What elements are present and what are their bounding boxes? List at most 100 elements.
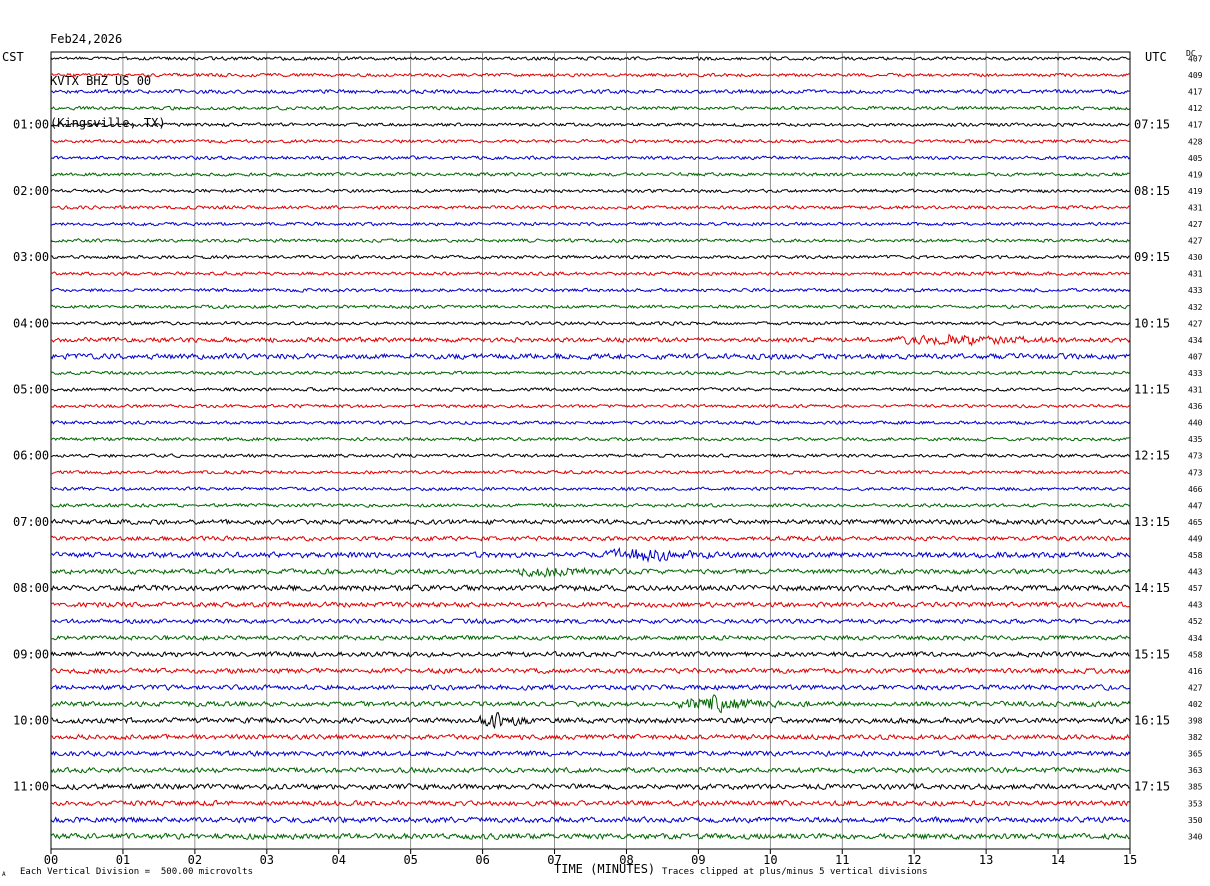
dc-offset-label: 473 xyxy=(1188,468,1203,477)
left-hour-label: 09:00 xyxy=(13,647,49,661)
left-hour-label: 03:00 xyxy=(13,250,49,264)
dc-offset-label: 363 xyxy=(1188,766,1203,775)
trace-line xyxy=(50,221,1131,227)
dc-offset-label: 428 xyxy=(1188,137,1203,146)
corner-mark: A xyxy=(2,871,6,878)
trace-line xyxy=(50,370,1131,376)
dc-offset-label: 398 xyxy=(1188,717,1203,726)
x-tick-label: 11 xyxy=(835,853,849,867)
dc-offset-label: 430 xyxy=(1188,253,1203,262)
x-axis-title: TIME (MINUTES) xyxy=(554,862,656,876)
dc-offset-label: 449 xyxy=(1188,534,1203,543)
trace-line xyxy=(50,634,1131,641)
trace-line xyxy=(50,750,1131,758)
dc-offset-label: 385 xyxy=(1188,783,1203,792)
trace-line xyxy=(50,420,1131,426)
x-tick-label: 08 xyxy=(619,853,633,867)
dc-offset-label: 407 xyxy=(1188,352,1203,361)
trace-line xyxy=(50,304,1131,310)
dc-offset-label: 447 xyxy=(1188,501,1203,510)
dc-offset-label: 427 xyxy=(1188,237,1203,246)
trace-line xyxy=(50,683,1131,691)
dc-offset-label: 431 xyxy=(1188,386,1203,395)
dc-offset-label: 427 xyxy=(1188,683,1203,692)
right-hour-label: 17:15 xyxy=(1134,780,1170,794)
trace-line xyxy=(50,105,1131,111)
x-tick-label: 00 xyxy=(44,853,58,867)
x-tick-label: 12 xyxy=(907,853,921,867)
trace-line xyxy=(50,711,1131,730)
right-hour-label: 07:15 xyxy=(1134,118,1170,132)
dc-offset-label: 407 xyxy=(1188,55,1203,64)
trace-line xyxy=(50,155,1131,161)
trace-line xyxy=(50,766,1131,774)
trace-line xyxy=(50,618,1131,625)
x-tick-label: 09 xyxy=(691,853,705,867)
dc-offset-label: 350 xyxy=(1188,816,1203,825)
left-hour-label: 06:00 xyxy=(13,449,49,463)
right-hour-label: 11:15 xyxy=(1134,383,1170,397)
trace-line xyxy=(50,486,1131,492)
dc-offset-label: 465 xyxy=(1188,518,1203,527)
trace-line xyxy=(50,566,1131,579)
trace-line xyxy=(50,238,1131,243)
dc-offset-label: 458 xyxy=(1188,551,1203,560)
x-tick-label: 14 xyxy=(1051,853,1065,867)
left-hour-label: 04:00 xyxy=(13,316,49,330)
x-tick-label: 15 xyxy=(1123,853,1137,867)
x-tick-label: 04 xyxy=(332,853,346,867)
trace-line xyxy=(50,502,1131,508)
location-label: (Kingsville, TX) xyxy=(50,116,166,130)
left-timezone-label: CST xyxy=(2,50,24,64)
trace-line xyxy=(50,56,1131,61)
dc-offset-label: 433 xyxy=(1188,369,1203,378)
dc-offset-label: 402 xyxy=(1188,700,1203,709)
x-tick-label: 02 xyxy=(188,853,202,867)
trace-line xyxy=(50,271,1131,277)
trace-line xyxy=(50,546,1131,564)
dc-offset-label: 466 xyxy=(1188,485,1203,494)
station-label: KVTX BHZ US 00 xyxy=(50,74,152,88)
trace-line xyxy=(50,287,1131,293)
right-hour-label: 16:15 xyxy=(1134,714,1170,728)
dc-offset-label: 431 xyxy=(1188,203,1203,212)
trace-line xyxy=(50,403,1131,409)
x-tick-label: 06 xyxy=(475,853,489,867)
right-hour-label: 08:15 xyxy=(1134,184,1170,198)
dc-offset-label: 419 xyxy=(1188,170,1203,179)
trace-line xyxy=(50,333,1131,347)
dc-offset-label: 434 xyxy=(1188,634,1203,643)
dc-offset-label: 340 xyxy=(1188,832,1203,841)
trace-line xyxy=(50,72,1131,78)
dc-offset-label: 412 xyxy=(1188,104,1203,113)
dc-offset-label: 417 xyxy=(1188,121,1203,130)
dc-offset-label: 431 xyxy=(1188,270,1203,279)
trace-line xyxy=(50,816,1131,824)
right-hour-label: 10:15 xyxy=(1134,316,1170,330)
plot-frame xyxy=(50,51,1131,850)
dc-offset-label: 458 xyxy=(1188,650,1203,659)
trace-line xyxy=(50,667,1131,675)
x-tick-label: 10 xyxy=(763,853,777,867)
trace-line xyxy=(50,584,1131,592)
chart-header: Feb24,2026 KVTX BHZ US 00 (Kingsville, T… xyxy=(50,4,166,144)
dc-offset-label: 473 xyxy=(1188,452,1203,461)
trace-line xyxy=(50,88,1131,95)
date-label: Feb24,2026 xyxy=(50,32,123,46)
x-tick-label: 07 xyxy=(547,853,561,867)
dc-label: DC xyxy=(1186,49,1196,58)
x-tick-label: 03 xyxy=(260,853,274,867)
trace-line xyxy=(50,387,1131,392)
trace-line xyxy=(50,352,1131,361)
dc-offset-label: 443 xyxy=(1188,601,1203,610)
dc-offset-label: 432 xyxy=(1188,303,1203,312)
trace-line xyxy=(50,436,1131,442)
x-tick-label: 05 xyxy=(403,853,417,867)
left-hour-label: 07:00 xyxy=(13,515,49,529)
dc-offset-label: 427 xyxy=(1188,319,1203,328)
dc-offset-label: 427 xyxy=(1188,220,1203,229)
dc-offset-label: 434 xyxy=(1188,336,1203,345)
trace-line xyxy=(50,694,1131,714)
dc-offset-label: 433 xyxy=(1188,286,1203,295)
right-hour-label: 15:15 xyxy=(1134,647,1170,661)
